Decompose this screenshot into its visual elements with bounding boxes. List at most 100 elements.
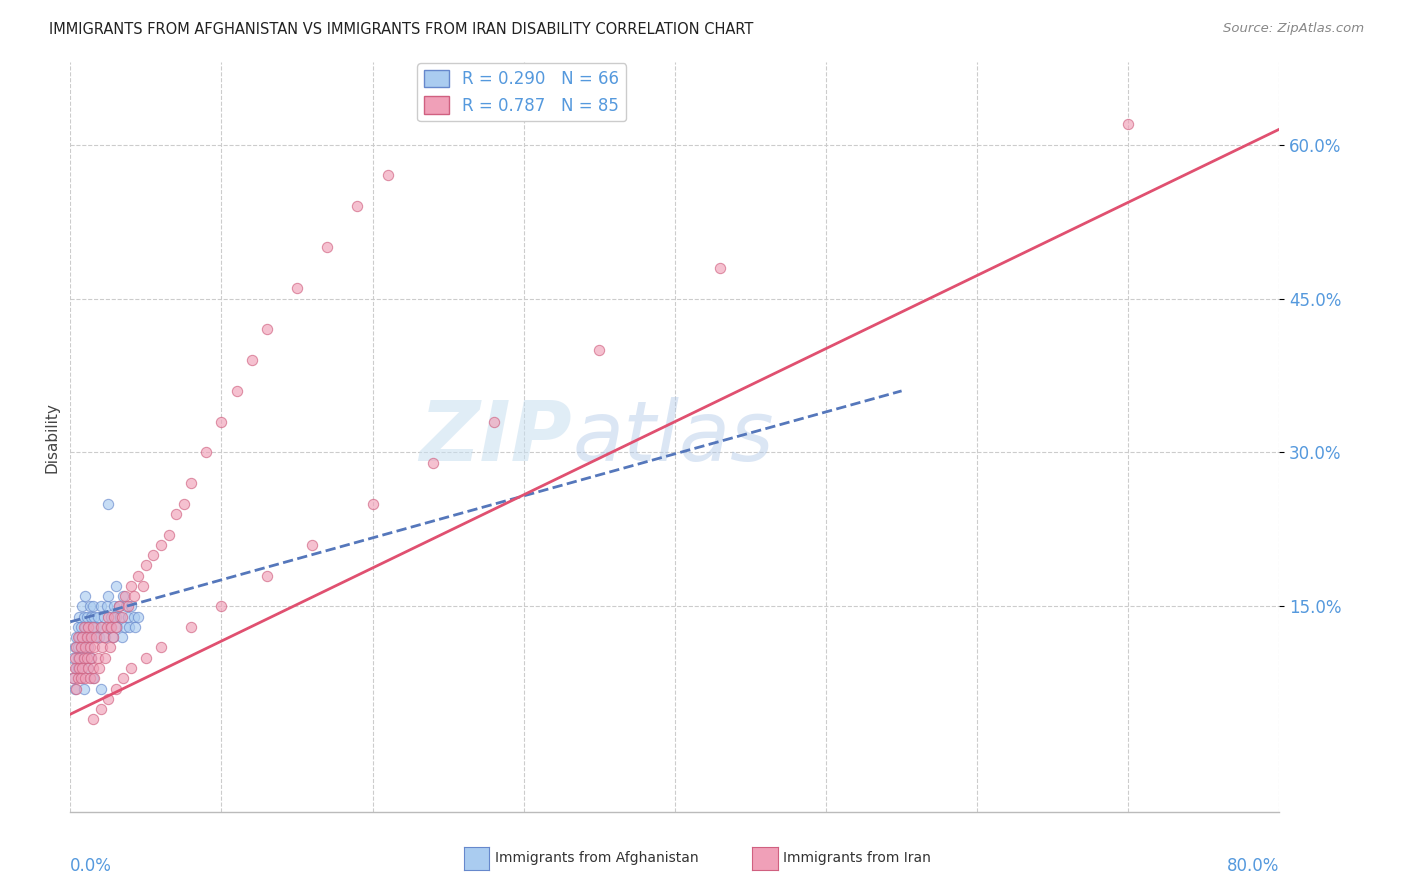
Point	[316, 240, 339, 254]
Point	[377, 169, 399, 183]
Point	[75, 640, 97, 655]
Point	[80, 650, 103, 665]
Point	[117, 609, 139, 624]
Point	[111, 630, 134, 644]
Point	[77, 640, 100, 655]
Point	[66, 661, 89, 675]
Point	[117, 599, 139, 614]
Point	[82, 620, 104, 634]
Point	[104, 620, 127, 634]
Point	[118, 620, 141, 634]
Point	[104, 681, 127, 696]
Point	[62, 650, 84, 665]
Point	[75, 620, 97, 634]
Point	[142, 548, 165, 562]
Point	[66, 650, 89, 665]
Point	[165, 507, 187, 521]
Point	[93, 609, 115, 624]
Point	[115, 599, 138, 614]
Point	[211, 415, 233, 429]
Point	[94, 650, 117, 665]
Point	[96, 599, 118, 614]
Point	[86, 609, 108, 624]
Point	[72, 630, 94, 644]
Point	[76, 630, 98, 644]
Point	[86, 650, 108, 665]
Point	[180, 620, 202, 634]
Point	[157, 527, 180, 541]
Point	[91, 640, 114, 655]
Point	[63, 640, 86, 655]
Point	[97, 691, 120, 706]
Point	[77, 620, 100, 634]
Point	[173, 497, 195, 511]
Point	[96, 620, 118, 634]
Point	[67, 630, 90, 644]
Point	[98, 620, 121, 634]
Point	[256, 322, 278, 336]
Point	[77, 620, 100, 634]
Point	[93, 630, 115, 644]
Point	[422, 456, 444, 470]
Point	[100, 609, 122, 624]
Point	[346, 199, 368, 213]
Point	[65, 630, 87, 644]
Point	[195, 445, 218, 459]
Point	[97, 609, 120, 624]
Point	[84, 630, 107, 644]
Point	[75, 671, 97, 685]
Point	[73, 620, 96, 634]
Point	[108, 609, 131, 624]
Point	[70, 671, 93, 685]
Point	[80, 609, 103, 624]
Point	[76, 650, 98, 665]
Point	[90, 681, 111, 696]
Point	[73, 650, 96, 665]
Point	[80, 650, 103, 665]
Point	[124, 620, 146, 634]
Point	[127, 568, 149, 582]
Point	[120, 661, 142, 675]
Point	[114, 620, 136, 634]
Point	[122, 589, 145, 603]
Point	[80, 630, 103, 644]
Point	[127, 609, 149, 624]
Point	[63, 681, 86, 696]
Point	[150, 640, 172, 655]
Point	[66, 620, 89, 634]
Point	[361, 497, 384, 511]
Point	[62, 671, 84, 685]
Point	[82, 712, 104, 726]
Point	[103, 609, 125, 624]
Point	[135, 558, 157, 573]
Point	[73, 681, 96, 696]
Point	[75, 589, 97, 603]
Point	[67, 650, 90, 665]
Point	[112, 589, 135, 603]
Point	[94, 630, 117, 644]
Point	[79, 630, 101, 644]
Point	[256, 568, 278, 582]
Point	[91, 620, 114, 634]
Point	[98, 640, 121, 655]
Point	[70, 671, 93, 685]
Point	[180, 476, 202, 491]
Text: ZIP: ZIP	[419, 397, 572, 477]
Point	[67, 609, 90, 624]
Point	[77, 661, 100, 675]
Point	[87, 661, 110, 675]
Y-axis label: Disability: Disability	[44, 401, 59, 473]
Point	[73, 609, 96, 624]
Point	[90, 599, 111, 614]
Point	[97, 589, 120, 603]
Point	[84, 620, 107, 634]
Point	[62, 671, 84, 685]
Text: Immigrants from Afghanistan: Immigrants from Afghanistan	[495, 851, 699, 865]
Text: IMMIGRANTS FROM AFGHANISTAN VS IMMIGRANTS FROM IRAN DISABILITY CORRELATION CHART: IMMIGRANTS FROM AFGHANISTAN VS IMMIGRANT…	[49, 22, 754, 37]
Point	[120, 599, 142, 614]
Legend: R = 0.290   N = 66, R = 0.787   N = 85: R = 0.290 N = 66, R = 0.787 N = 85	[418, 63, 626, 121]
Point	[120, 579, 142, 593]
Point	[77, 661, 100, 675]
Point	[82, 661, 104, 675]
Point	[83, 671, 105, 685]
